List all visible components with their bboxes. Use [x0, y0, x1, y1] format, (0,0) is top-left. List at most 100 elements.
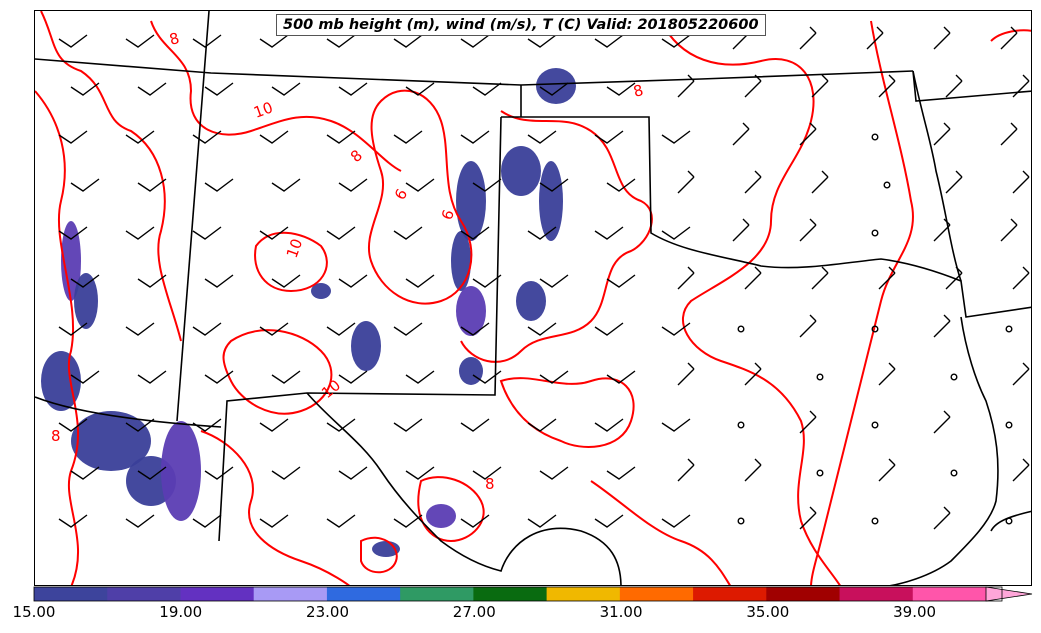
- temperature-contour: [810, 20, 914, 585]
- state-border: [912, 70, 1031, 102]
- wind-barb: [58, 322, 88, 336]
- colorbar-segment: [107, 587, 181, 601]
- temperature-contour: [460, 110, 653, 363]
- wind-barb: [472, 274, 502, 288]
- wind-barb: [405, 370, 435, 384]
- wind-barb: [933, 26, 951, 50]
- wind-barb: [192, 130, 222, 144]
- colorbar-segment: [839, 587, 914, 601]
- wind-barb: [137, 274, 167, 288]
- colorbar-segment: [180, 587, 255, 601]
- wind-barb: [933, 218, 951, 242]
- wind-barb: [732, 122, 750, 146]
- wind-barb: [326, 130, 356, 144]
- calm-wind-station: [1005, 421, 1013, 429]
- wind-barb: [661, 226, 691, 240]
- colorbar-segment: [546, 587, 621, 601]
- wind-barb: [70, 82, 100, 96]
- state-border: [35, 396, 222, 428]
- temperature-contour: [254, 231, 328, 293]
- wind-barb: [125, 34, 155, 48]
- wind-barb: [125, 226, 155, 240]
- wind-barb: [527, 130, 557, 144]
- wind-barb: [271, 274, 301, 288]
- wind-barb: [259, 322, 289, 336]
- temperature-contour: [368, 89, 473, 305]
- wind-barb: [326, 34, 356, 48]
- wind-barb: [661, 514, 691, 528]
- colorbar-tick-label: 19.00: [159, 603, 203, 621]
- wind-barb: [527, 418, 557, 432]
- temperature-contour: [590, 480, 731, 585]
- calm-wind-station: [871, 229, 879, 237]
- wind-barb: [137, 370, 167, 384]
- wind-barb: [192, 418, 222, 432]
- wind-barb: [878, 362, 896, 386]
- colorbar-border: [33, 586, 1003, 602]
- wind-barb: [460, 418, 490, 432]
- contour-label: 8: [167, 29, 181, 49]
- wind-barb: [539, 274, 569, 288]
- wind-barb: [259, 514, 289, 528]
- wind-barb: [866, 26, 884, 50]
- wind-barb: [878, 458, 896, 482]
- wind-barb: [460, 514, 490, 528]
- wind-barb: [405, 82, 435, 96]
- contour-label: 8: [51, 427, 61, 445]
- contour-label: 10: [251, 98, 275, 121]
- wind-barb: [58, 418, 88, 432]
- wind-barb: [204, 178, 234, 192]
- calm-wind-station: [871, 133, 879, 141]
- wind-barb: [744, 266, 762, 290]
- wind-barb: [472, 178, 502, 192]
- wind-barb: [606, 178, 636, 192]
- shaded-fill-patch: [459, 357, 483, 385]
- wind-barb: [594, 514, 624, 528]
- shaded-fill-patch: [451, 231, 471, 291]
- wind-barb: [527, 322, 557, 336]
- colorbar-tick-label: 15.00: [12, 603, 56, 621]
- wind-barb: [125, 418, 155, 432]
- calm-wind-station: [883, 181, 891, 189]
- wind-barb: [393, 226, 423, 240]
- wind-barb: [606, 274, 636, 288]
- shaded-fill-patch: [516, 281, 546, 321]
- contour-label: 8: [347, 146, 366, 166]
- wind-barb: [70, 466, 100, 480]
- wind-barb: [606, 370, 636, 384]
- colorbar-segment: [253, 587, 328, 601]
- shaded-fill-patch: [161, 421, 201, 521]
- wind-barb: [661, 322, 691, 336]
- contour-label: 6: [391, 186, 411, 203]
- wind-barb: [460, 322, 490, 336]
- wind-barb: [799, 122, 817, 146]
- wind-barb: [878, 266, 896, 290]
- wind-barb: [799, 26, 817, 50]
- wind-barb: [606, 466, 636, 480]
- wind-barb: [1012, 458, 1030, 482]
- wind-barb: [70, 178, 100, 192]
- wind-barb: [933, 314, 951, 338]
- wind-barb: [326, 514, 356, 528]
- colorbar-segment: [693, 587, 767, 601]
- calm-wind-station: [1005, 325, 1013, 333]
- wind-barb: [204, 82, 234, 96]
- shaded-fill-patch: [41, 351, 81, 411]
- contour-label: 10: [283, 236, 306, 260]
- calm-wind-station: [950, 373, 958, 381]
- wind-barb: [933, 122, 951, 146]
- wind-barb: [204, 370, 234, 384]
- colorbar-tick-label: 31.00: [599, 603, 643, 621]
- colorbar-segment: [400, 587, 474, 601]
- calm-wind-station: [737, 421, 745, 429]
- wind-barb: [594, 226, 624, 240]
- calm-wind-station: [816, 373, 824, 381]
- calm-wind-station: [871, 325, 879, 333]
- wind-barb: [677, 266, 695, 290]
- shaded-fill-patch: [456, 161, 486, 241]
- wind-barb: [326, 322, 356, 336]
- wind-barb: [338, 82, 368, 96]
- wind-barb: [677, 458, 695, 482]
